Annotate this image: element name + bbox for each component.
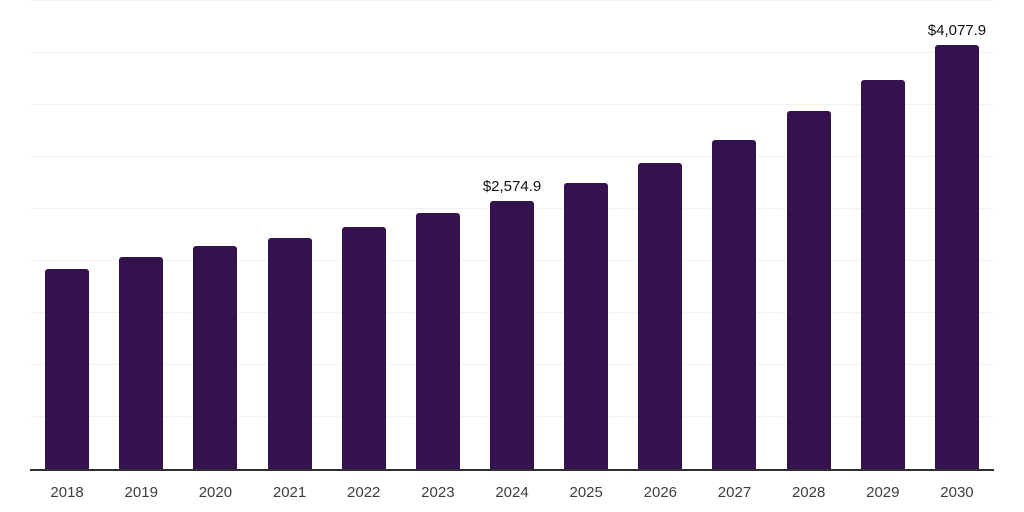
bar-slot-2019 — [104, 1, 178, 469]
bar-2022 — [341, 226, 386, 469]
bar-2024 — [490, 201, 535, 469]
gridline-4000 — [30, 52, 994, 53]
data-label-2024: $2,574.9 — [482, 178, 542, 196]
bar-2018 — [45, 269, 90, 469]
data-label-2030: $4,077.9 — [927, 21, 987, 39]
bar-2025 — [564, 183, 609, 469]
bar-slot-2026 — [623, 1, 697, 469]
x-tick-2029: 2029 — [866, 484, 900, 501]
x-tick-2028: 2028 — [791, 484, 826, 501]
bar-slot-2024: $2,574.9 — [475, 1, 549, 469]
bar-slot-2020 — [178, 1, 252, 469]
gridline-4500 — [30, 0, 994, 1]
x-tick-2019: 2019 — [124, 484, 158, 501]
gridline-3500 — [30, 104, 994, 105]
bar-2021 — [267, 238, 312, 469]
bar-2030 — [934, 44, 979, 469]
bar-2029 — [860, 80, 905, 469]
bar-slot-2023 — [401, 1, 475, 469]
bar-2019 — [119, 256, 164, 469]
bar-slot-2018 — [30, 1, 104, 469]
bar-slot-2029 — [846, 1, 920, 469]
bar-slot-2027 — [697, 1, 771, 469]
bars-container: $2,574.9 $4,077.9 — [30, 1, 994, 469]
bar-slot-2025 — [549, 1, 623, 469]
bar-slot-2021 — [252, 1, 326, 469]
x-tick-2026: 2026 — [643, 484, 678, 501]
x-tick-2023: 2023 — [421, 484, 455, 501]
plot-area: $2,574.9 $4,077.9 — [30, 0, 994, 471]
bar-2026 — [638, 163, 683, 469]
x-tick-2024: 2024 — [495, 484, 529, 501]
bar-2027 — [712, 140, 757, 469]
bar-2023 — [415, 213, 460, 469]
x-tick-2022: 2022 — [347, 484, 381, 501]
bar-slot-2022 — [327, 1, 401, 469]
bar-2028 — [786, 111, 831, 469]
bar-2020 — [193, 246, 238, 469]
bar-slot-2028 — [772, 1, 846, 469]
x-tick-2030: 2030 — [940, 484, 974, 501]
x-axis-labels: 2018 2019 2020 2021 2022 2023 2024 2025 2026 2027… — [30, 485, 994, 501]
x-tick-2021: 2021 — [272, 484, 307, 501]
x-tick-2025: 2025 — [569, 484, 603, 501]
x-tick-2027: 2027 — [717, 484, 752, 501]
gridline-3000 — [30, 156, 994, 158]
x-tick-2018: 2018 — [50, 484, 84, 501]
x-tick-2020: 2020 — [198, 484, 233, 501]
bar-slot-2030: $4,077.9 — [920, 1, 994, 469]
